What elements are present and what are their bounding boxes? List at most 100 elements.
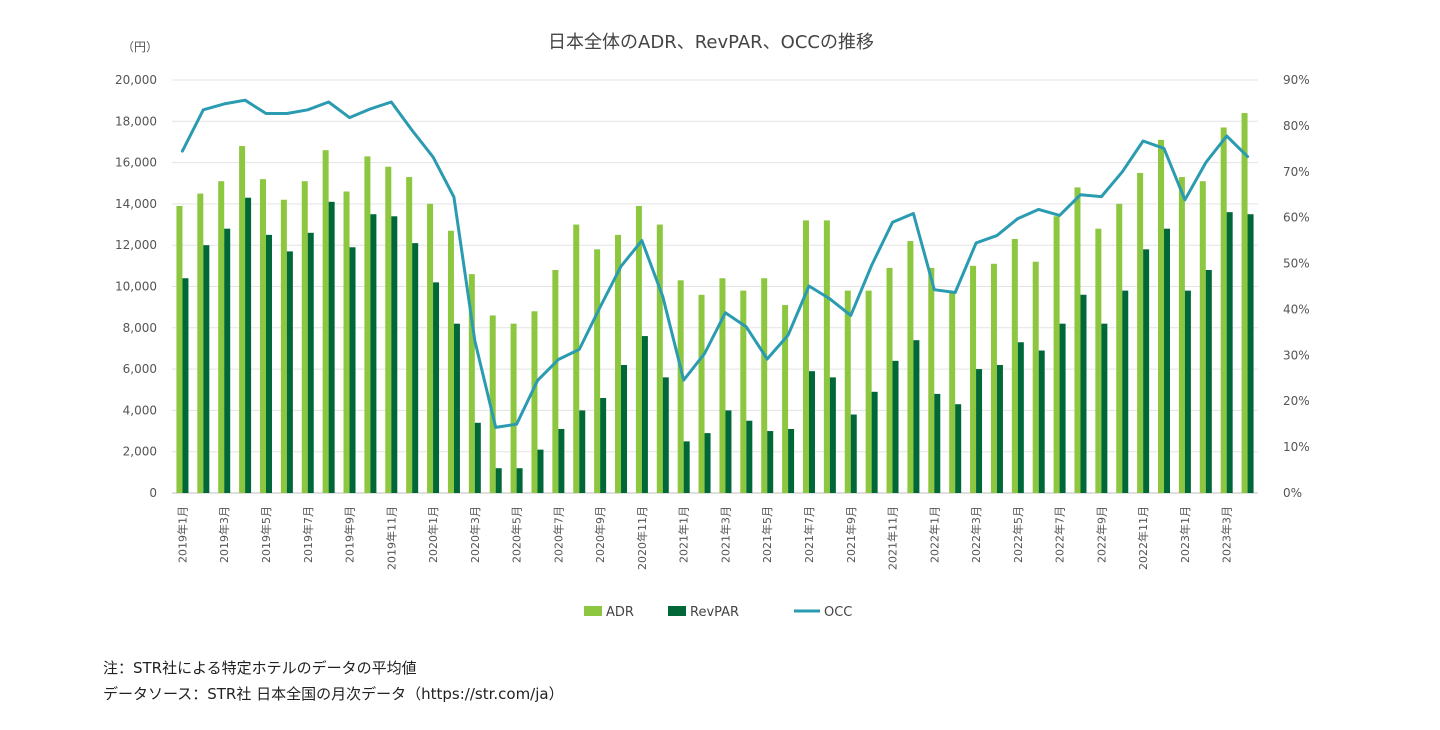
revpar-bar xyxy=(1226,212,1233,493)
adr-bar xyxy=(615,234,622,493)
revpar-bar xyxy=(829,377,836,493)
y-tick-label: 10,000 xyxy=(115,280,157,294)
y-axis-unit-label: （円） xyxy=(122,40,158,54)
adr-bar xyxy=(802,220,809,494)
revpar-bar xyxy=(307,232,314,493)
y-axis-left: 20,000 18,000 16,000 14,000 12,000 10,000 8,00… xyxy=(115,73,157,500)
revpar-bar xyxy=(704,433,711,493)
adr-bar xyxy=(301,181,308,493)
y-tick-label: 4,000 xyxy=(123,403,157,417)
x-tick-label: 2020年9月 xyxy=(593,506,607,563)
revpar-bar xyxy=(495,468,502,493)
revpar-bar xyxy=(1038,350,1045,493)
revpar-bar xyxy=(537,449,544,493)
chart: 日本全体のADR、RevPAR、OCCの推移 （円） 20,000 18,000 1… xyxy=(115,32,1310,620)
adr-bar xyxy=(1053,216,1060,494)
revpar-bar xyxy=(871,391,878,493)
adr-bar xyxy=(677,280,684,493)
occ-line xyxy=(180,98,1250,429)
revpar-bar xyxy=(412,243,419,493)
revpar-bar xyxy=(662,377,669,493)
adr-bar xyxy=(364,156,371,493)
adr-bar xyxy=(1074,187,1081,493)
adr-bar xyxy=(1199,181,1206,493)
x-tick-label: 2020年3月 xyxy=(468,506,482,563)
source-text: データソース：STR社 日本全国の月次データ（https://str.com/j… xyxy=(103,685,564,703)
adr-bar xyxy=(782,305,789,493)
revpar-bar xyxy=(203,245,210,493)
occ-line-series xyxy=(180,98,1250,429)
y-tick-label: 16,000 xyxy=(115,156,157,170)
revpar-bar xyxy=(621,364,628,493)
x-tick-label: 2019年5月 xyxy=(259,506,273,563)
adr-bar xyxy=(1011,239,1018,493)
adr-bar xyxy=(239,146,246,493)
legend: ADR RevPAR OCC xyxy=(584,605,852,620)
x-tick-label: 2021年7月 xyxy=(802,506,816,563)
legend-label: OCC xyxy=(824,605,852,620)
adr-bar xyxy=(698,294,705,493)
x-tick-label: 2023年1月 xyxy=(1178,506,1192,563)
revpar-bar xyxy=(265,234,272,493)
revpar-bar xyxy=(725,410,732,493)
adr-bar xyxy=(928,267,935,493)
x-tick-label: 2022年3月 xyxy=(969,506,983,563)
y2-tick-label: 80% xyxy=(1283,119,1310,133)
adr-bar xyxy=(1032,261,1039,493)
adr-bar xyxy=(573,224,580,494)
revpar-bar xyxy=(600,398,607,493)
y-tick-label: 8,000 xyxy=(123,321,157,335)
x-tick-label: 2021年11月 xyxy=(886,506,900,570)
adr-bar xyxy=(489,315,496,493)
adr-bar xyxy=(907,241,914,493)
y2-tick-label: 70% xyxy=(1283,165,1310,179)
adr-bar xyxy=(197,193,204,493)
adr-bar xyxy=(406,177,413,493)
revpar-bar xyxy=(182,278,189,493)
revpar-bar xyxy=(245,197,252,493)
revpar-bar xyxy=(1205,269,1212,493)
x-tick-label: 2021年1月 xyxy=(677,506,691,563)
y2-tick-label: 10% xyxy=(1283,440,1310,454)
x-tick-label: 2022年7月 xyxy=(1053,506,1067,563)
y-tick-label: 18,000 xyxy=(115,114,157,128)
y2-tick-label: 20% xyxy=(1283,394,1310,408)
revpar-bar xyxy=(370,214,377,493)
revpar-bar xyxy=(955,404,962,493)
revpar-bar xyxy=(641,336,648,493)
revpar-bar xyxy=(349,247,356,493)
revpar-bar xyxy=(453,323,460,493)
chart-title: 日本全体のADR、RevPAR、OCCの推移 xyxy=(548,32,874,53)
revpar-bar xyxy=(286,251,293,493)
revpar-bar xyxy=(224,228,231,493)
y2-tick-label: 60% xyxy=(1283,211,1310,225)
y-tick-label: 6,000 xyxy=(123,362,157,376)
revpar-bar xyxy=(913,340,920,493)
adr-bar xyxy=(1220,127,1227,494)
gridlines xyxy=(172,79,1258,494)
adr-bar xyxy=(761,278,768,493)
adr-bar xyxy=(1116,203,1123,493)
adr-bar xyxy=(427,203,434,493)
revpar-bar xyxy=(558,428,565,493)
y-tick-label: 12,000 xyxy=(115,238,157,252)
y-tick-label: 20,000 xyxy=(115,73,157,87)
adr-bar xyxy=(176,205,183,493)
x-tick-label: 2019年3月 xyxy=(217,506,231,563)
y-tick-label: 0 xyxy=(149,486,157,500)
revpar-bar xyxy=(579,410,586,493)
x-tick-label: 2022年5月 xyxy=(1011,506,1025,563)
y2-tick-label: 30% xyxy=(1283,348,1310,362)
adr-bar xyxy=(1178,177,1185,493)
revpar-bar xyxy=(996,364,1003,493)
revpar-bar xyxy=(474,422,481,493)
bar-series xyxy=(176,113,1254,494)
x-tick-label: 2023年3月 xyxy=(1220,506,1234,563)
x-tick-label: 2022年11月 xyxy=(1136,506,1150,570)
y-tick-label: 14,000 xyxy=(115,197,157,211)
revpar-bar xyxy=(1184,290,1191,493)
note-text: 注：STR社による特定ホテルのデータの平均値 xyxy=(103,659,417,677)
adr-bar xyxy=(740,290,747,493)
adr-bar xyxy=(970,265,977,493)
adr-bar xyxy=(531,311,538,493)
